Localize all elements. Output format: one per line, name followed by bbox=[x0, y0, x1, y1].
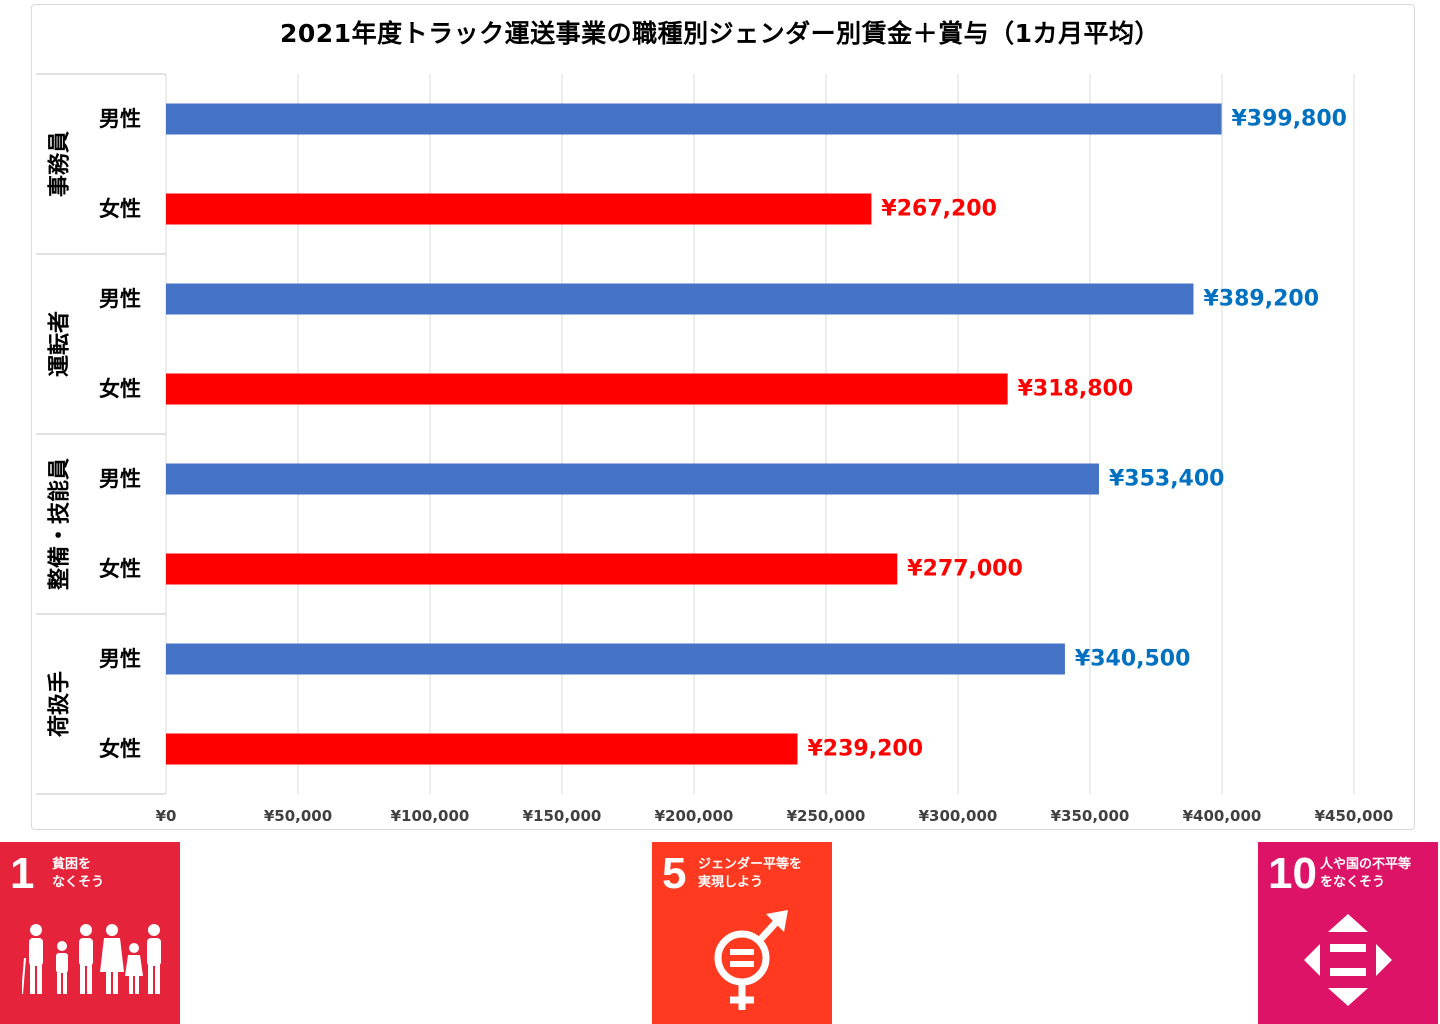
sdg-goal-10-badge: 10 人や国の不平等 をなくそう bbox=[1258, 842, 1438, 1024]
sdg-goal-text: 貧困を なくそう bbox=[52, 857, 105, 890]
bar bbox=[166, 283, 1194, 315]
group-label: 整備・技能員 bbox=[47, 458, 73, 590]
x-tick-label: ¥250,000 bbox=[787, 807, 866, 825]
bar bbox=[166, 733, 798, 765]
x-tick-label: ¥100,000 bbox=[391, 807, 470, 825]
bar bbox=[166, 103, 1222, 135]
data-label: ¥318,800 bbox=[1018, 377, 1134, 402]
family-icon bbox=[22, 924, 161, 995]
category-label: 男性 bbox=[99, 107, 141, 131]
x-tick-label: ¥150,000 bbox=[523, 807, 602, 825]
reduced-inequality-icon bbox=[1304, 914, 1392, 1006]
group-label: 荷扱手 bbox=[48, 671, 73, 737]
sdg-goal-5-badge: 5 ジェンダー平等を 実現しよう bbox=[652, 842, 832, 1024]
data-label: ¥389,200 bbox=[1203, 287, 1319, 312]
bar bbox=[166, 553, 898, 585]
x-tick-label: ¥300,000 bbox=[919, 807, 998, 825]
x-tick-label: ¥450,000 bbox=[1315, 807, 1394, 825]
category-label: 女性 bbox=[99, 737, 141, 761]
data-label: ¥267,200 bbox=[881, 197, 997, 222]
x-tick-label: ¥350,000 bbox=[1051, 807, 1130, 825]
x-tick-label: ¥200,000 bbox=[655, 807, 734, 825]
data-label: ¥399,800 bbox=[1231, 107, 1347, 132]
sdg-goal-text: 人や国の不平等 をなくそう bbox=[1320, 857, 1412, 890]
category-label: 男性 bbox=[99, 467, 141, 491]
bar bbox=[166, 463, 1099, 495]
data-label: ¥340,500 bbox=[1075, 647, 1191, 672]
category-label: 男性 bbox=[99, 287, 141, 311]
data-label: ¥277,000 bbox=[907, 557, 1023, 582]
sdg-goal-number: 1 bbox=[10, 849, 35, 898]
category-label: 女性 bbox=[99, 377, 141, 401]
data-label: ¥353,400 bbox=[1109, 467, 1225, 492]
bar bbox=[166, 373, 1008, 405]
bar bbox=[166, 193, 872, 225]
data-label: ¥239,200 bbox=[807, 737, 923, 762]
x-tick-label: ¥400,000 bbox=[1183, 807, 1262, 825]
group-label: 運転者 bbox=[47, 311, 73, 377]
bar bbox=[166, 643, 1065, 675]
chart-title: 2021年度トラック運送事業の職種別ジェンダー別賃金＋賞与（1カ月平均） bbox=[280, 19, 1160, 48]
x-tick-label: ¥50,000 bbox=[264, 807, 332, 825]
x-tick-label: ¥0 bbox=[156, 807, 177, 825]
category-label: 女性 bbox=[99, 197, 141, 221]
group-label: 事務員 bbox=[47, 131, 73, 197]
sdg-goal-1-badge: 1 貧困を なくそう bbox=[0, 842, 180, 1024]
bar-chart: ¥0 ¥50,000 ¥100,000 ¥150,000 ¥200,000 ¥250,00… bbox=[36, 73, 1394, 825]
sdg-goal-number: 10 bbox=[1268, 849, 1317, 898]
chart-frame bbox=[31, 4, 1415, 830]
category-label: 男性 bbox=[99, 647, 141, 671]
sdg-goal-text: ジェンダー平等を 実現しよう bbox=[698, 857, 803, 890]
category-label: 女性 bbox=[99, 557, 141, 581]
gender-equality-icon bbox=[714, 910, 788, 1010]
sdg-goal-number: 5 bbox=[662, 849, 687, 898]
